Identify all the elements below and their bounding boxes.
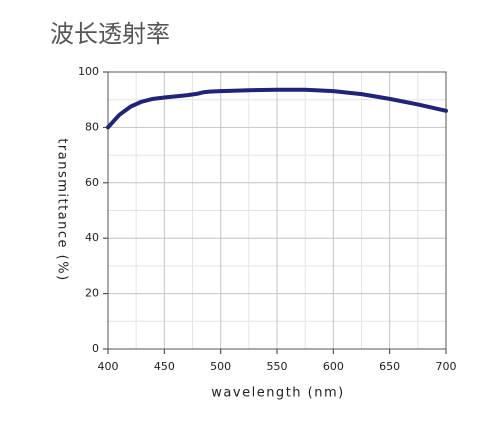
x-tick-label: 650 xyxy=(379,360,400,373)
x-tick-label: 550 xyxy=(267,360,288,373)
x-tick-label: 700 xyxy=(436,360,457,373)
y-tick-label: 40 xyxy=(85,231,99,244)
y-tick-label: 100 xyxy=(78,65,99,78)
y-tick-label: 0 xyxy=(92,342,99,355)
x-tick-label: 500 xyxy=(210,360,231,373)
chart-title: 波长透射率 xyxy=(50,20,170,48)
y-tick-label: 80 xyxy=(85,120,99,133)
y-tick-label: 20 xyxy=(85,287,99,300)
x-tick-label: 450 xyxy=(154,360,175,373)
y-axis-label: transmittance (%) xyxy=(55,138,70,281)
x-tick-label: 400 xyxy=(98,360,119,373)
plot-frame xyxy=(107,71,447,350)
x-tick-label: 600 xyxy=(323,360,344,373)
x-axis-label: wavelength (nm) xyxy=(211,386,344,401)
data-line xyxy=(106,87,448,130)
y-tick-label: 60 xyxy=(85,176,99,189)
